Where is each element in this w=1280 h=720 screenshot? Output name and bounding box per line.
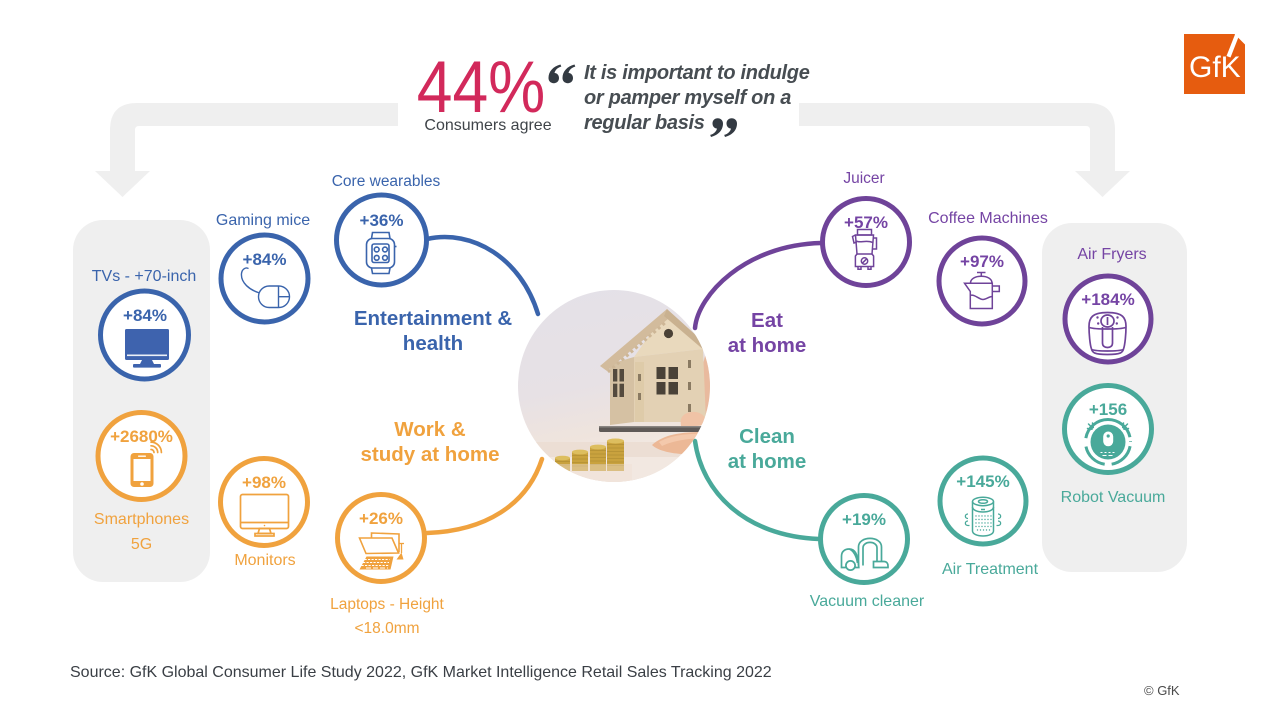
svg-text:GfK: GfK: [1189, 51, 1241, 84]
